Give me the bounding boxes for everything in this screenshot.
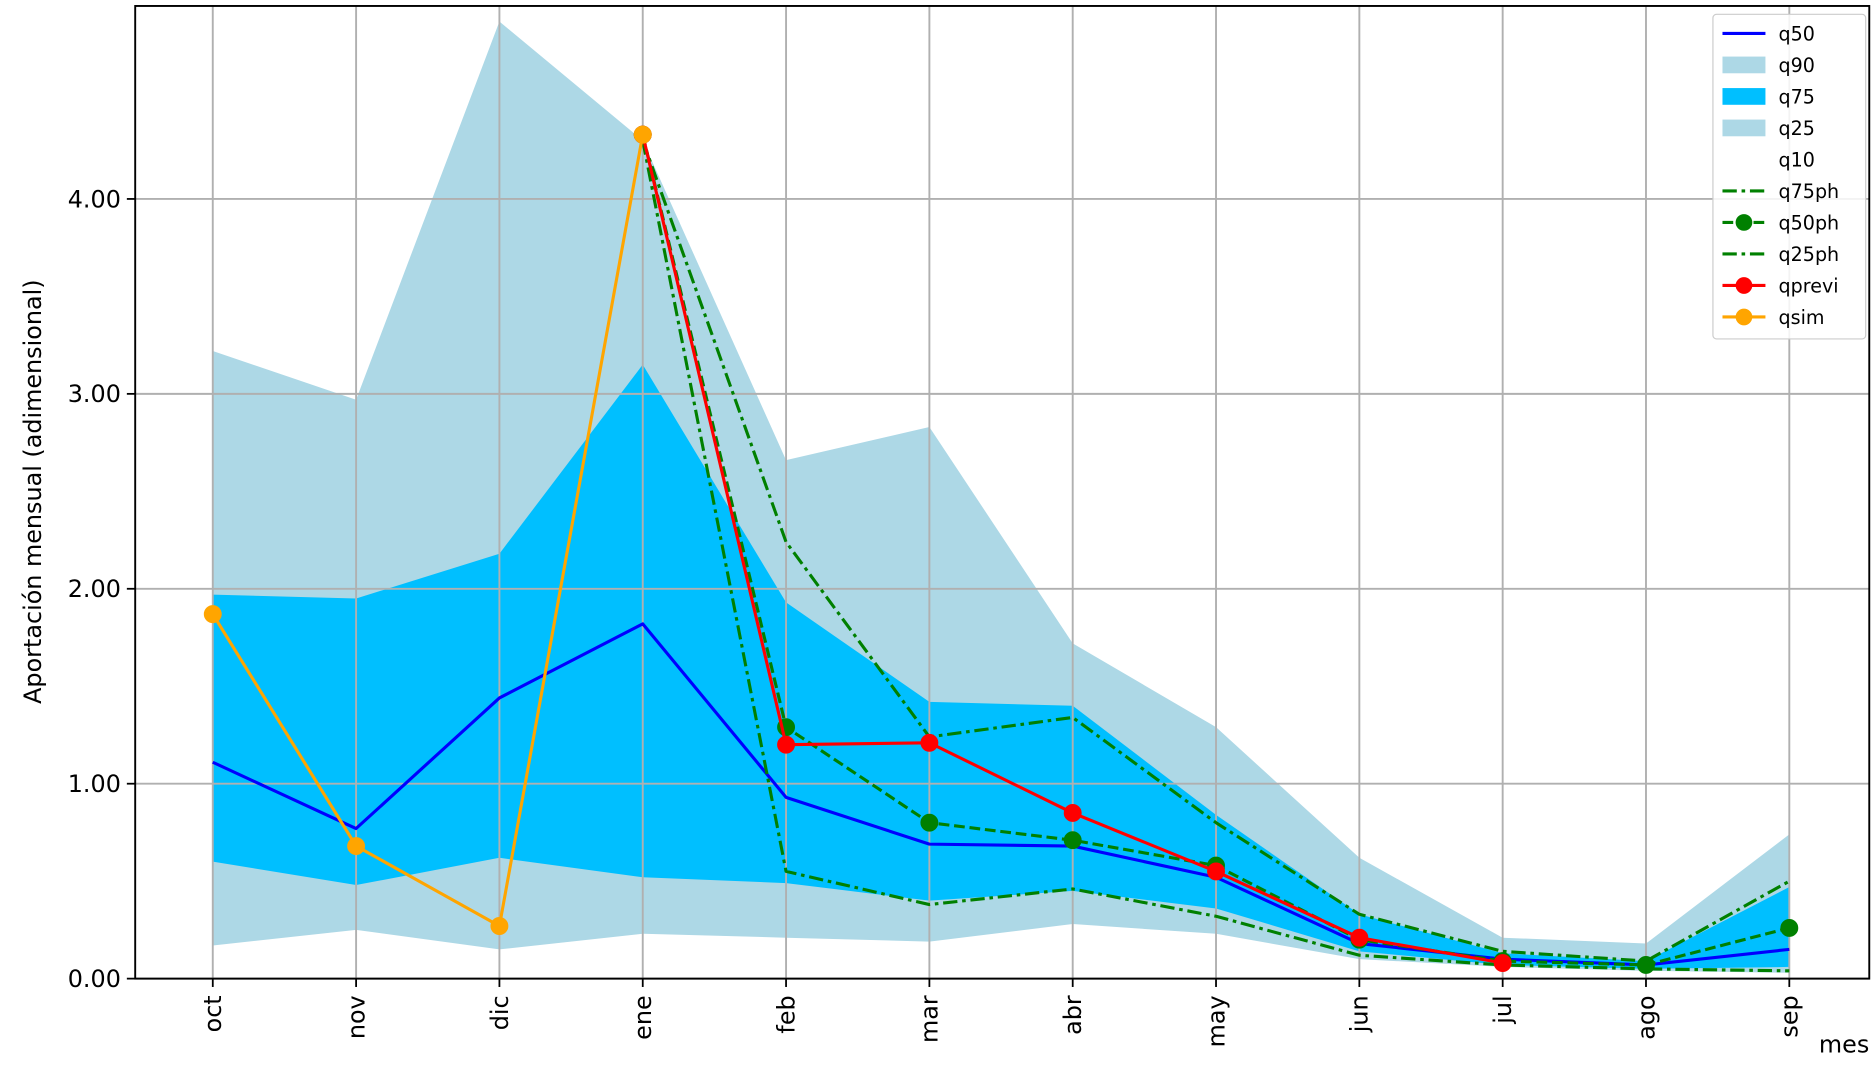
x-axis-label: mes [1819, 1031, 1869, 1059]
y-tick-label: 0.00 [68, 965, 121, 993]
x-tick-label: dic [486, 995, 514, 1030]
marker [920, 733, 939, 752]
y-tick-label: 3.00 [68, 380, 121, 408]
marker [1637, 956, 1655, 974]
area [212, 924, 1790, 979]
legend-swatch [1722, 151, 1766, 168]
legend-label: q25 [1779, 117, 1815, 140]
y-tick-label: 1.00 [68, 770, 121, 798]
legend-swatch [1722, 56, 1766, 74]
y-tick-label: 2.00 [68, 575, 121, 603]
legend-label: q90 [1779, 54, 1815, 77]
legend-swatch [1722, 88, 1766, 105]
marker [490, 917, 509, 935]
legend-label: qsim [1779, 306, 1825, 329]
marker [633, 125, 652, 144]
marker [1350, 928, 1369, 947]
legend-marker [1735, 214, 1753, 231]
legend-marker [1735, 277, 1753, 294]
y-tick-label: 4.00 [68, 185, 121, 213]
x-tick-label: jul [1489, 995, 1517, 1024]
legend-swatch [1722, 119, 1766, 137]
plot-frame [134, 5, 1871, 980]
legend-label: q50 [1779, 23, 1815, 46]
marker [1207, 862, 1225, 881]
x-tick-label: mar [916, 995, 944, 1043]
x-tick-label: nov [342, 995, 370, 1039]
x-tick-label: ene [629, 995, 657, 1039]
line [641, 140, 1790, 973]
marker [347, 837, 366, 856]
legend-label: q10 [1779, 149, 1815, 172]
marker [1780, 918, 1799, 937]
x-tick-label: oct [199, 995, 227, 1032]
y-axis-label: Aportación mensual (adimensional) [19, 279, 47, 703]
marker [1063, 831, 1082, 850]
area [212, 364, 1790, 979]
x-tick-label: jun [1346, 995, 1374, 1033]
line [641, 139, 1791, 963]
x-tick-label: ago [1632, 995, 1660, 1039]
legend-label: qprevi [1779, 275, 1839, 298]
marker [1493, 954, 1512, 972]
legend-label: q25ph [1779, 243, 1840, 266]
marker [203, 605, 222, 624]
marker [1063, 803, 1082, 822]
marker [777, 735, 796, 754]
legend-label: q75ph [1779, 180, 1840, 203]
legend-label: q50ph [1779, 212, 1840, 235]
x-tick-label: may [1202, 995, 1230, 1047]
x-tick-label: abr [1059, 995, 1087, 1035]
legend-label: q75 [1779, 86, 1815, 109]
legend-marker [1735, 308, 1753, 326]
x-tick-label: sep [1776, 995, 1804, 1037]
line [211, 134, 645, 928]
marker [920, 813, 939, 832]
line [212, 622, 1790, 967]
legend: q50 q90 q75 q25 q10 q75ph q50ph q25ph qprevi qsim [1712, 13, 1867, 340]
x-tick-label: feb [772, 995, 800, 1033]
